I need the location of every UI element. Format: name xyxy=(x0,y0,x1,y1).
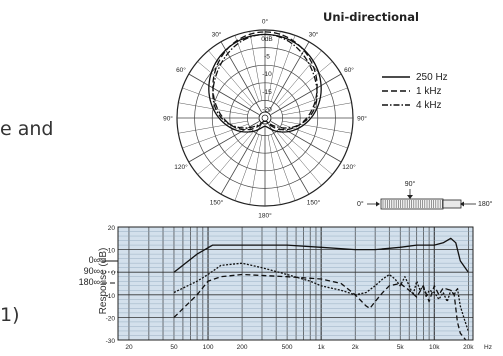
polar-spoke xyxy=(197,61,252,107)
polar-spoke xyxy=(188,73,260,115)
polar-legend-swatches xyxy=(382,76,410,106)
response-plot-area xyxy=(118,227,473,340)
polar-spoke xyxy=(188,121,260,163)
polar-ring-label: 0dB xyxy=(261,36,273,43)
response-plot-frame xyxy=(117,226,474,341)
polar-spoke xyxy=(270,73,342,115)
polar-spoke xyxy=(270,35,296,102)
polar-spoke xyxy=(281,87,348,113)
polar-angle-label: 120° xyxy=(342,163,356,171)
polar-spoke xyxy=(182,87,249,113)
polar-spoke xyxy=(276,131,322,186)
response-x-tick-label: 20k xyxy=(463,344,474,351)
mic-label-0: 0° xyxy=(357,200,364,208)
response-x-tick-label: 200 xyxy=(237,344,248,351)
polar-spoke xyxy=(182,123,249,149)
polar-angle-label: 0° xyxy=(262,18,269,26)
polar-spoke xyxy=(278,61,333,107)
polar-spoke xyxy=(267,135,281,205)
response-series-dotted xyxy=(173,262,469,332)
polar-angle-label: 60° xyxy=(344,66,354,74)
response-legend-label-90: 90∞ xyxy=(83,266,100,276)
response-x-axis-label: Hz xyxy=(484,344,492,351)
polar-spoke xyxy=(220,123,262,195)
response-y-tick-label: 10 xyxy=(108,248,116,255)
response-y-tick-label: 0 xyxy=(111,270,115,277)
response-x-tick-label: 500 xyxy=(282,344,293,351)
polar-title: Uni-directional xyxy=(323,10,419,24)
response-legend-label-180: 180∞ xyxy=(78,277,100,287)
mic-body xyxy=(442,199,462,209)
mic-orientation-diagram: 90° 0° 180° xyxy=(357,180,493,210)
legend-label-4khz: 4 kHz xyxy=(416,100,442,111)
polar-angle-label: 60° xyxy=(176,66,186,74)
response-legend-label-0: 0∞ xyxy=(88,255,100,265)
mic-arrowhead-right xyxy=(460,201,464,207)
response-series-dashed xyxy=(173,273,467,341)
response-x-tick-label: 50 xyxy=(170,344,178,351)
polar-curve-4khz xyxy=(212,33,318,129)
polar-spoke xyxy=(267,31,281,101)
polar-angle-label: 30° xyxy=(309,30,319,38)
mic-arrowhead-left xyxy=(376,201,380,207)
polar-angle-label: 180° xyxy=(258,212,272,220)
response-x-tick-label: 10k xyxy=(429,344,440,351)
polar-spoke xyxy=(178,120,248,134)
response-y-axis-label: Response (dB) xyxy=(98,248,109,315)
polar-angle-label: 90° xyxy=(357,115,367,123)
polar-spoke xyxy=(270,134,296,201)
polar-spoke xyxy=(249,135,263,205)
polar-spoke xyxy=(234,134,260,201)
polar-spoke xyxy=(276,50,322,105)
polar-angle-label: 30° xyxy=(212,30,222,38)
polar-pattern-diagram: 0dB -5 -10 -15 -20 0° 30° 60° 90° 120° 150° 180° 150… xyxy=(163,18,367,220)
mic-arrowhead-top xyxy=(407,195,413,199)
polar-spoke xyxy=(197,129,252,175)
legend-label-1khz: 1 kHz xyxy=(416,86,442,97)
response-x-tick-label: 5k xyxy=(397,344,405,351)
response-x-tick-label: 1k xyxy=(318,344,326,351)
polar-ring-label: -10 xyxy=(262,71,272,78)
mic-label-180: 180° xyxy=(478,200,493,208)
polar-spoke xyxy=(268,123,310,195)
polar-angle-label: 120° xyxy=(174,163,188,171)
polar-spoke xyxy=(249,31,263,101)
body-text-fragment: e and xyxy=(0,118,54,140)
response-series-solid xyxy=(173,237,469,273)
mic-label-90: 90° xyxy=(405,180,416,188)
polar-angle-label: 150° xyxy=(307,199,321,207)
polar-spoke xyxy=(282,120,352,134)
polar-curve-250hz xyxy=(208,33,322,133)
polar-angle-label: 90° xyxy=(163,115,173,123)
polar-spoke xyxy=(208,131,254,186)
polar-center-mic-inner xyxy=(261,114,269,122)
response-y-tick-label: -30 xyxy=(106,338,116,345)
response-x-tick-label: 2k xyxy=(352,344,360,351)
polar-spoke xyxy=(278,129,333,175)
polar-ring-label: -5 xyxy=(264,54,270,61)
response-y-tick-label: -10 xyxy=(106,293,116,300)
polar-angle-label: 150° xyxy=(210,199,224,207)
polar-ring-label: -15 xyxy=(262,89,272,96)
response-x-tick-label: 100 xyxy=(203,344,214,351)
response-x-tick-label: 20 xyxy=(125,344,133,351)
caption-fragment: 1) xyxy=(0,304,20,326)
legend-label-250hz: 250 Hz xyxy=(416,72,448,83)
polar-ring-label: -20 xyxy=(262,106,272,113)
response-y-tick-label: 20 xyxy=(108,225,116,232)
polar-spoke xyxy=(208,50,254,105)
polar-spoke xyxy=(234,35,260,102)
response-y-tick-label: -20 xyxy=(106,315,116,322)
